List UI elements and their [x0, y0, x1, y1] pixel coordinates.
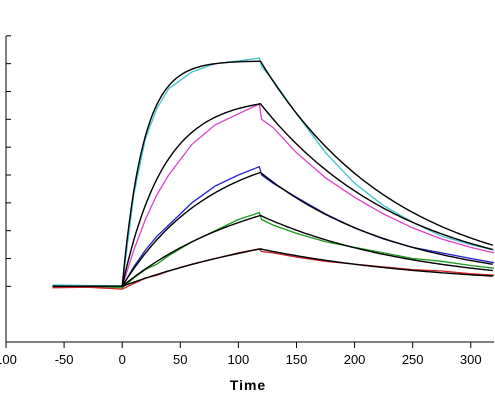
x-tick-label: 50: [173, 352, 187, 367]
x-axis: 100 -50 0 50 100 150 200 250 300: [0, 341, 494, 367]
x-tick-label: 200: [344, 352, 366, 367]
fit-line-5: [52, 248, 493, 287]
x-tick-label: 100: [228, 352, 250, 367]
series-line-1: [52, 57, 495, 287]
x-tick-label: 250: [402, 352, 424, 367]
x-tick-label: 0: [119, 352, 126, 367]
fit-line-3: [52, 171, 493, 287]
series-line-2: [52, 103, 495, 287]
plot-area: [52, 57, 495, 290]
x-tick-label: 100: [0, 352, 17, 367]
x-tick-label: -50: [55, 352, 74, 367]
x-tick-label: 150: [286, 352, 308, 367]
y-axis: [5, 35, 11, 342]
fit-line-4: [52, 214, 493, 287]
fit-line-1: [52, 60, 494, 287]
series-line-3: [52, 165, 495, 287]
fit-lines: [52, 60, 494, 287]
fit-line-2: [52, 103, 493, 287]
x-tick-label: 300: [460, 352, 482, 367]
series-line-5: [52, 248, 495, 290]
x-axis-title: Time: [230, 377, 266, 393]
